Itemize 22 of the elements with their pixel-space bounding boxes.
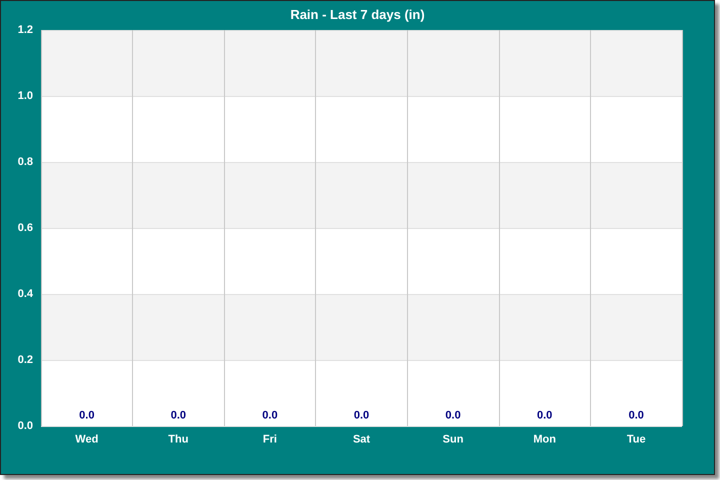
x-tick-label: Wed [75,434,98,446]
data-label: 0.0 [354,410,370,422]
x-tick-label: Sat [352,434,370,446]
x-tick-label: Fri [262,434,277,446]
data-label: 0.0 [79,410,94,422]
y-tick-label: 0.6 [18,222,33,234]
data-label: 0.0 [170,410,186,422]
y-tick-label: 0.8 [18,156,33,168]
y-tick-label: 1.0 [18,90,33,102]
x-tick-label: Sun [442,434,464,446]
y-tick-label: 0.0 [18,420,33,432]
y-tick-label: 0.4 [18,288,34,300]
data-label: 0.0 [262,410,278,422]
data-label: 0.0 [536,410,552,422]
data-label: 0.0 [445,410,461,422]
x-tick-label: Thu [168,434,188,446]
x-tick-label: Tue [626,434,646,446]
data-label: 0.0 [628,410,644,422]
chart-title: Rain - Last 7 days (in) [290,7,425,22]
y-tick-label: 1.2 [18,24,33,36]
x-tick-label: Mon [533,434,556,446]
y-tick-label: 0.2 [18,354,33,366]
